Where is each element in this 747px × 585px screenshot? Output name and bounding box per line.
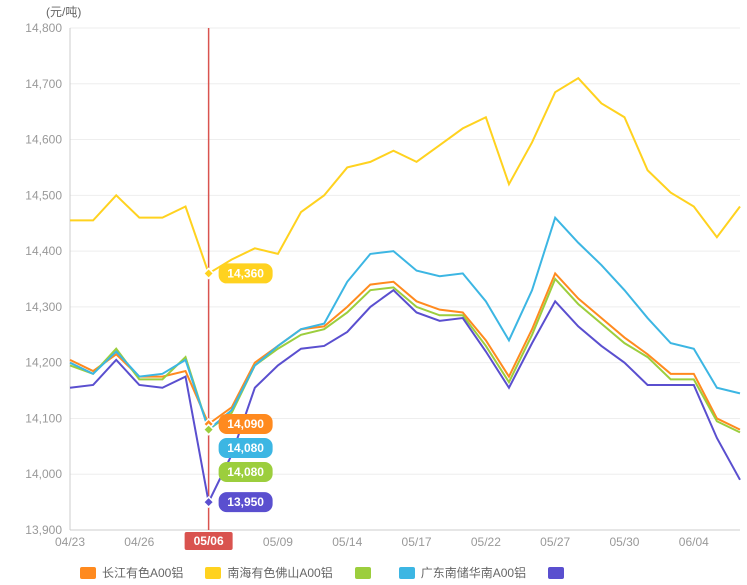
legend-item[interactable]: 广东南储华南A00铝 <box>399 564 526 581</box>
hover-x-label: 05/06 <box>194 534 224 548</box>
hover-value-text-purple: 13,950 <box>227 495 264 509</box>
x-tick-label: 05/22 <box>471 535 501 549</box>
hover-value-text-nanhai: 14,360 <box>227 266 264 280</box>
y-tick-label: 14,500 <box>25 188 62 202</box>
x-tick-label: 05/30 <box>609 535 639 549</box>
legend-swatch <box>205 567 221 579</box>
x-tick-label: 05/09 <box>263 535 293 549</box>
legend-swatch <box>399 567 415 579</box>
y-tick-label: 14,000 <box>25 467 62 481</box>
legend-item[interactable]: 长江有色A00铝 <box>80 564 183 581</box>
y-tick-label: 14,400 <box>25 244 62 258</box>
legend-label: 广东南储华南A00铝 <box>421 564 526 581</box>
x-tick-label: 06/04 <box>679 535 709 549</box>
x-tick-label: 05/27 <box>540 535 570 549</box>
legend-swatch <box>548 567 564 579</box>
chart-svg: (元/吨)13,90014,00014,10014,20014,30014,40… <box>0 0 747 585</box>
x-tick-label: 04/26 <box>124 535 154 549</box>
x-tick-label: 05/17 <box>402 535 432 549</box>
y-axis-title: (元/吨) <box>46 5 81 19</box>
legend-item[interactable] <box>355 567 377 579</box>
hover-value-text-changjiang: 14,090 <box>227 417 264 431</box>
legend-swatch <box>355 567 371 579</box>
y-tick-label: 14,100 <box>25 411 62 425</box>
legend-item[interactable] <box>548 567 570 579</box>
hover-value-text-guangdong: 14,080 <box>227 441 264 455</box>
price-line-chart: (元/吨)13,90014,00014,10014,20014,30014,40… <box>0 0 747 585</box>
chart-legend: 长江有色A00铝 南海有色佛山A00铝 广东南储华南A00铝 <box>80 564 570 581</box>
y-tick-label: 14,600 <box>25 133 62 147</box>
legend-label: 长江有色A00铝 <box>102 564 183 581</box>
legend-label: 南海有色佛山A00铝 <box>227 564 332 581</box>
y-tick-label: 14,700 <box>25 77 62 91</box>
y-tick-label: 14,800 <box>25 21 62 35</box>
legend-item[interactable]: 南海有色佛山A00铝 <box>205 564 332 581</box>
y-tick-label: 14,200 <box>25 356 62 370</box>
y-tick-label: 14,300 <box>25 300 62 314</box>
legend-swatch <box>80 567 96 579</box>
hover-value-text-unnamed_green: 14,080 <box>227 465 264 479</box>
x-tick-label: 04/23 <box>55 535 85 549</box>
x-tick-label: 05/14 <box>332 535 362 549</box>
